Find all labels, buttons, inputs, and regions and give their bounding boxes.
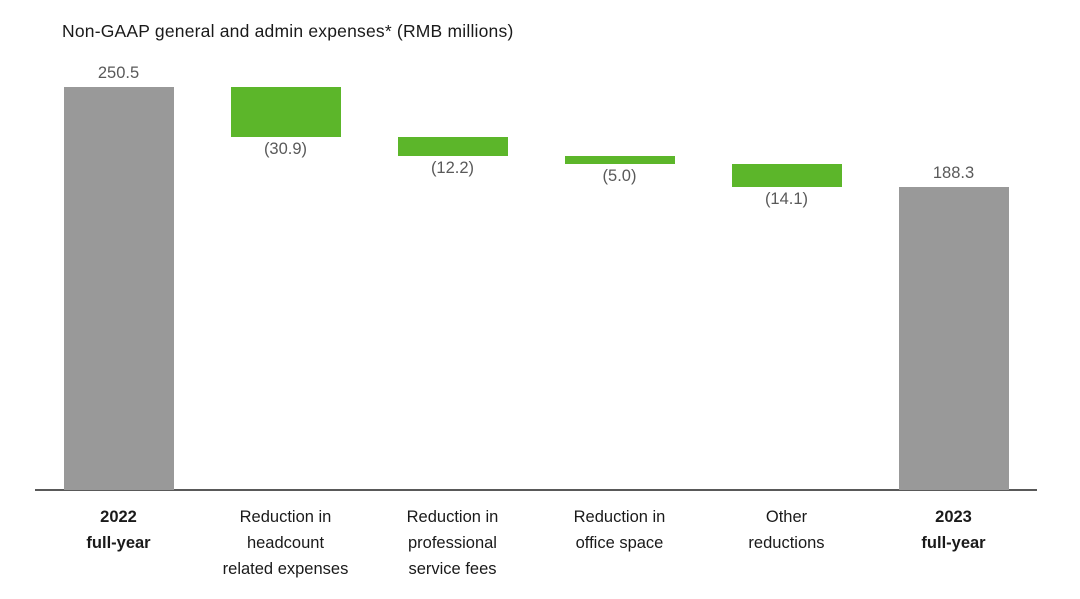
category-label-line: full-year [921, 534, 986, 552]
category-label-reduction-headcount: Reduction in headcount related expenses [202, 504, 369, 582]
category-label-line: Reduction in [573, 508, 666, 526]
x-axis-line [35, 489, 1037, 491]
category-label-reduction-office-space: Reduction in office space [536, 504, 703, 556]
bar-2023-full-year [898, 187, 1009, 490]
value-label-2022-full-year: 250.5 [97, 64, 140, 82]
value-label-other-reductions: (14.1) [764, 190, 809, 209]
bar-other-reductions [731, 164, 842, 188]
bar-reduction-office-space [564, 156, 675, 165]
category-label-line: reductions [748, 534, 825, 552]
category-label-reduction-professional-fees: Reduction in professional service fees [369, 504, 536, 582]
value-label-2023-full-year: 188.3 [932, 164, 975, 183]
category-label-2022-full-year: 2022 full-year [35, 504, 202, 556]
category-label-line: Reduction in [406, 508, 499, 526]
bar-2022-full-year [63, 87, 174, 490]
category-label-line: Reduction in [239, 508, 332, 526]
value-label-reduction-professional-fees: (12.2) [430, 159, 475, 178]
category-label-line: headcount [246, 534, 325, 552]
category-label-line: office space [575, 534, 664, 552]
category-label-line: full-year [86, 534, 151, 552]
category-label-2023-full-year: 2023 full-year [870, 504, 1037, 556]
category-label-line: service fees [408, 560, 497, 578]
category-label-other-reductions: Other reductions [703, 504, 870, 556]
category-label-line: related expenses [222, 560, 349, 578]
category-label-line: 2022 [100, 508, 137, 526]
bar-reduction-headcount [230, 87, 341, 137]
bar-reduction-professional-fees [397, 136, 508, 157]
category-label-line: professional [408, 534, 497, 552]
value-label-reduction-office-space: (5.0) [602, 167, 637, 186]
value-label-reduction-headcount: (30.9) [263, 139, 308, 158]
chart-title: Non-GAAP general and admin expenses* (RM… [62, 21, 514, 41]
category-label-line: Other [765, 508, 808, 526]
category-label-line: 2023 [935, 508, 972, 526]
